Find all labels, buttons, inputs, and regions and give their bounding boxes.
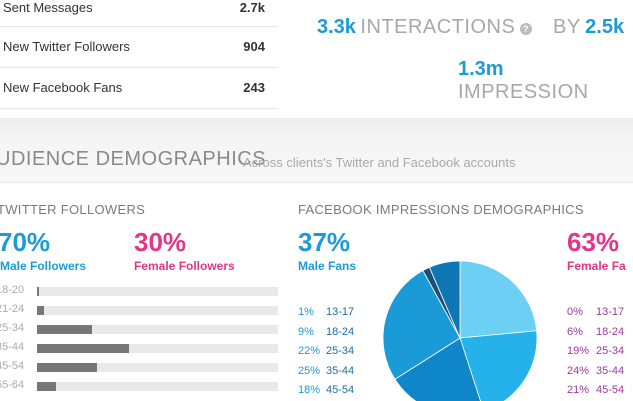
twitter-age-label: 21-24 — [0, 303, 25, 315]
by-value: 2.5k — [585, 16, 625, 38]
by-label: BY — [553, 16, 581, 38]
facebook-female-pct: 63% — [567, 227, 620, 257]
help-icon[interactable]: ? — [519, 22, 532, 35]
stat-label: New Twitter Followers — [3, 39, 130, 54]
facebook-male-age-label: 25-34 — [326, 345, 355, 357]
facebook-pie-chart — [382, 260, 538, 401]
twitter-heading: TWITTER FOLLOWERS — [0, 202, 146, 217]
facebook-male-age-label: 35-44 — [326, 364, 355, 377]
twitter-female-pct: 30% — [134, 227, 187, 257]
facebook-female-age-pct: 21% — [567, 384, 590, 396]
facebook-female-age-label: 18-24 — [596, 325, 625, 338]
pie-slice-1[interactable] — [459, 330, 538, 401]
stat-row-twitter-followers: New Twitter Followers 904 — [0, 27, 278, 68]
twitter-age-label: 18-20 — [0, 284, 25, 296]
impressions-summary: 1.3m IMPRESSION — [458, 58, 633, 104]
stat-row-facebook-fans: New Facebook Fans 243 — [0, 68, 278, 109]
facebook-male-age-pct: 25% — [298, 364, 321, 377]
by-summary: BY 2.5k — [553, 16, 624, 39]
twitter-age-label: 25-34 — [0, 322, 25, 334]
facebook-female-age-pct: 0% — [567, 306, 583, 318]
stat-value: 904 — [243, 39, 265, 54]
twitter-age-bar — [37, 363, 97, 372]
stat-row-sent-messages: Sent Messages 2.7k — [0, 0, 278, 27]
twitter-age-bar-track — [37, 325, 278, 334]
interactions-summary: 3.3k INTERACTIONS ? — [317, 16, 532, 39]
twitter-age-bar-track — [37, 287, 278, 296]
facebook-female-age-pct: 19% — [567, 345, 590, 357]
twitter-age-bar — [37, 306, 44, 315]
pie-slice-2[interactable] — [394, 337, 484, 401]
facebook-female-age-label: 13-17 — [596, 306, 625, 318]
twitter-male-pct: 70% — [0, 227, 51, 257]
demographics-subtitle: Across clients's Twitter and Facebook ac… — [243, 155, 516, 170]
facebook-male-age-pct: 18% — [298, 384, 321, 396]
impressions-value: 1.3m — [458, 58, 504, 80]
twitter-age-bar-track — [37, 306, 278, 315]
facebook-heading: FACEBOOK IMPRESSIONS DEMOGRAPHICS — [298, 202, 584, 217]
facebook-male-age-pct: 9% — [298, 325, 314, 338]
facebook-male-age-label: 45-54 — [326, 384, 355, 396]
facebook-male-age-pct: 1% — [298, 306, 314, 318]
pie-slice-3[interactable] — [382, 269, 461, 380]
facebook-female-age-label: 35-44 — [596, 364, 625, 377]
pie-slice-0[interactable] — [459, 260, 538, 339]
twitter-male-label: Male Followers — [0, 259, 87, 273]
facebook-female-age-label: 45-54 — [596, 384, 625, 396]
twitter-age-label: 35-44 — [0, 341, 25, 353]
twitter-age-bar — [37, 287, 39, 296]
stat-label: Sent Messages — [3, 0, 93, 15]
demographics-band — [0, 118, 633, 183]
twitter-female-label: Female Followers — [134, 259, 235, 273]
twitter-age-bar-track — [37, 344, 278, 353]
interactions-label: INTERACTIONS — [360, 16, 516, 38]
facebook-female-label: Female Fa — [567, 259, 626, 273]
facebook-male-label: Male Fans — [298, 259, 357, 273]
facebook-male-age-label: 18-24 — [326, 325, 355, 338]
demographics-title: UDIENCE DEMOGRAPHICS — [0, 148, 267, 170]
stat-label: New Facebook Fans — [3, 80, 123, 95]
facebook-female-age-pct: 24% — [567, 364, 590, 377]
facebook-male-age-pct: 22% — [298, 345, 321, 357]
twitter-age-label: 55-64 — [0, 379, 25, 391]
facebook-male-pct: 37% — [298, 227, 351, 257]
facebook-male-age-label: 13-17 — [326, 306, 355, 318]
twitter-age-label: 45-54 — [0, 360, 25, 372]
twitter-age-bar — [37, 325, 92, 334]
twitter-age-bar — [37, 382, 56, 391]
twitter-age-bar — [37, 344, 129, 353]
stat-value: 2.7k — [239, 0, 265, 15]
stat-value: 243 — [243, 80, 265, 95]
twitter-age-bar-track — [37, 363, 278, 372]
interactions-value: 3.3k — [317, 16, 356, 38]
pie-slice-5[interactable] — [428, 260, 461, 339]
facebook-female-age-pct: 6% — [567, 325, 583, 338]
impressions-label: IMPRESSION — [458, 81, 589, 103]
facebook-female-age-label: 25-34 — [596, 345, 625, 357]
twitter-age-bar-track — [37, 382, 278, 391]
